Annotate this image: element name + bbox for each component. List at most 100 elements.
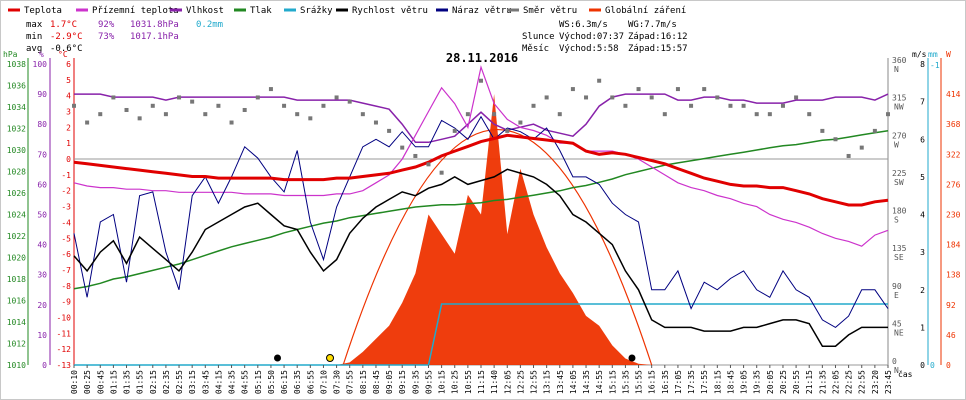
hpa-tick: 1020 <box>7 254 26 263</box>
wind-dir-point <box>177 95 182 100</box>
legend-label: Srážky <box>300 6 333 16</box>
x-tick-label: 09:55 <box>424 370 433 394</box>
wind-dir-point <box>557 112 562 117</box>
series-wind-gust <box>73 115 889 329</box>
dir-tick: 180 <box>892 207 907 216</box>
hpa-tick: 1028 <box>7 168 26 177</box>
x-tick-label: 07:10 <box>319 370 328 394</box>
w-tick: 0 <box>946 361 951 370</box>
degc-tick: 4 <box>66 92 71 101</box>
wind-dir-point <box>767 112 772 117</box>
hpa-tick: 1034 <box>7 103 26 112</box>
series-pressure <box>73 129 889 290</box>
legend-label: Směr větru <box>523 6 577 16</box>
degc-tick: -4 <box>61 218 71 227</box>
legend-label: Tlak <box>250 6 272 16</box>
wind-dir-point <box>400 145 405 150</box>
wind-dir-point <box>163 112 168 117</box>
degc-tick: 6 <box>66 60 71 69</box>
hpa-tick: 1012 <box>7 340 26 349</box>
pct-tick: 30 <box>37 271 47 280</box>
dir-tick-label: SW <box>894 178 904 187</box>
ms-tick: 2 <box>920 286 925 295</box>
info-sun-label: Slunce <box>522 32 555 42</box>
wind-dir-point <box>150 103 155 108</box>
x-tick-label: 09:05 <box>385 370 394 394</box>
degc-tick: 0 <box>66 155 71 164</box>
degc-tick: -2 <box>61 187 71 196</box>
degc-tick: -8 <box>61 282 71 291</box>
degc-tick: 5 <box>66 76 71 85</box>
x-tick-label: 01:15 <box>109 370 118 394</box>
x-tick-label: 19:35 <box>753 370 762 394</box>
dir-tick-label: E <box>894 291 899 300</box>
stat-label: min <box>26 32 42 42</box>
x-tick-label: 07:55 <box>346 370 355 394</box>
info-moonset: Západ:15:57 <box>628 44 688 54</box>
x-tick-label: 10:25 <box>451 370 460 394</box>
info-moonrise: Východ:5:58 <box>559 44 619 54</box>
stat-temp: -2.9°C <box>50 32 83 42</box>
wind-dir-point <box>702 87 707 92</box>
w-tick: 92 <box>946 301 956 310</box>
dir-tick: 0 <box>892 357 897 366</box>
hpa-tick: 1036 <box>7 82 26 91</box>
dir-tick: 135 <box>892 244 907 253</box>
degc-tick: -13 <box>57 361 72 370</box>
sun-moon-info: WS:6.3m/s WG:7.7m/s Slunce Východ:07:37 Zápa… <box>522 20 688 54</box>
wind-dir-point <box>584 95 589 100</box>
x-tick-label: 02:55 <box>175 370 184 394</box>
hpa-tick: 1024 <box>7 211 26 220</box>
w-tick: 322 <box>946 150 961 159</box>
ms-tick: 1 <box>920 323 925 332</box>
x-tick-label: 19:05 <box>740 370 749 394</box>
hpa-tick: 1032 <box>7 125 26 134</box>
w-tick: 184 <box>946 241 961 250</box>
wind-dir-point <box>662 112 667 117</box>
hpa-tick: 1022 <box>7 232 26 241</box>
pct-tick: 50 <box>37 211 47 220</box>
hpa-tick: 1018 <box>7 275 26 284</box>
wind-dir-point <box>479 78 483 83</box>
mm-tick: 0 <box>930 361 935 370</box>
x-tick-label: 02:15 <box>149 370 158 394</box>
x-tick-label: 23:20 <box>871 370 880 394</box>
dir-tick: 315 <box>892 94 907 103</box>
legend-label: Teplota <box>24 6 62 16</box>
x-tick-label: 09:15 <box>398 370 407 394</box>
info-moon-label: Měsíc <box>522 44 549 54</box>
dir-tick: 45 <box>892 319 902 328</box>
wind-dir-point <box>387 128 392 133</box>
wind-dir-point <box>216 103 221 108</box>
wind-dir-point <box>570 87 575 92</box>
x-tick-label: 04:15 <box>214 370 223 394</box>
stat-hum: 73% <box>98 32 115 42</box>
dir-tick: 225 <box>892 169 907 178</box>
stat-press: 1017.1hPa <box>130 32 179 42</box>
wind-dir-point <box>229 120 234 125</box>
pct-tick: 0 <box>42 361 47 370</box>
wind-dir-point <box>833 137 838 142</box>
info-ws: WS:6.3m/s <box>559 20 608 30</box>
w-tick: 46 <box>946 331 956 340</box>
x-tick-label: 05:15 <box>254 370 263 394</box>
dir-tick: 360 <box>892 56 907 65</box>
degc-tick: 2 <box>66 123 71 132</box>
pct-tick: 70 <box>37 150 47 159</box>
wind-dir-point <box>465 112 470 117</box>
x-tick-label: 20:55 <box>792 370 801 394</box>
hpa-tick: 1014 <box>7 318 26 327</box>
pct-tick: 40 <box>37 241 47 250</box>
x-tick-label: 17:05 <box>674 370 683 394</box>
degc-tick: -9 <box>61 298 71 307</box>
ms-tick: 6 <box>920 135 925 144</box>
wind-dir-point <box>373 120 378 125</box>
sunrise-marker <box>326 354 335 362</box>
legend-label: Globální záření <box>605 6 686 16</box>
plot-area <box>72 65 890 366</box>
wind-dir-point <box>794 95 799 100</box>
axes: hPa% °C1038103610341032103010281026102410… <box>3 50 961 375</box>
x-tick-label: 20:05 <box>766 370 775 394</box>
wind-dir-point <box>610 95 615 100</box>
x-tick-label: 00:45 <box>96 370 105 394</box>
